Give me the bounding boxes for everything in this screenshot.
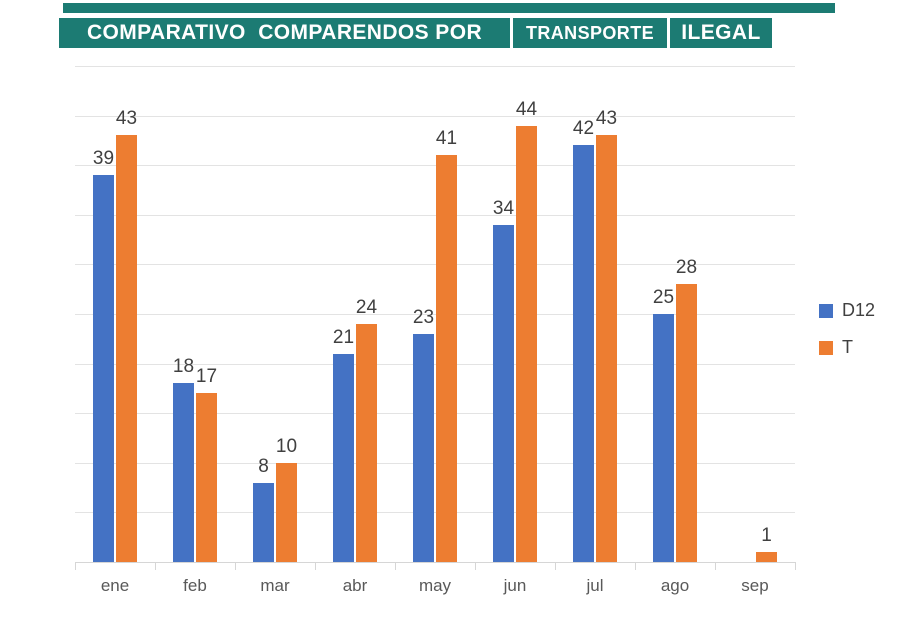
bar-d12-jun[interactable] xyxy=(493,224,514,562)
legend-item-t[interactable]: T xyxy=(819,337,875,358)
value-label-t-ago: 28 xyxy=(675,257,698,279)
gridline-10 xyxy=(75,462,795,464)
x-axis-line xyxy=(75,562,795,563)
value-label-d12-jun: 34 xyxy=(492,197,515,219)
gridline-35 xyxy=(75,214,795,216)
gridline-25 xyxy=(75,314,795,315)
category-label-ene: ene xyxy=(100,576,130,595)
title-segment-transporte[interactable]: TRANSPORTE xyxy=(513,18,667,48)
bar-d12-feb[interactable] xyxy=(173,383,194,562)
value-label-t-abr: 24 xyxy=(355,296,378,318)
gridline-40 xyxy=(75,165,795,167)
title-top-strip xyxy=(63,3,835,13)
bar-t-abr[interactable] xyxy=(356,323,377,562)
bar-d12-ene[interactable] xyxy=(93,175,114,562)
value-label-d12-feb: 18 xyxy=(172,356,195,378)
bar-t-feb[interactable] xyxy=(196,393,217,562)
x-axis-tick xyxy=(395,562,396,570)
legend-item-d12[interactable]: D12 xyxy=(819,300,875,321)
chart-title: COMPARATIVO COMPARENDOS POR TRANSPORTE I… xyxy=(59,18,772,48)
x-axis-tick xyxy=(315,562,316,570)
bar-d12-abr[interactable] xyxy=(333,353,354,562)
x-axis-tick xyxy=(155,562,156,570)
category-label-sep: sep xyxy=(741,576,769,595)
gridline-30 xyxy=(75,264,795,266)
x-axis-tick xyxy=(635,562,636,570)
value-label-d12-jul: 42 xyxy=(572,118,595,140)
title-segment-ilegal[interactable]: ILEGAL xyxy=(670,18,772,48)
bar-t-ene[interactable] xyxy=(116,135,137,562)
category-label-feb: feb xyxy=(183,576,207,595)
value-label-d12-may: 23 xyxy=(412,306,435,328)
gridline-15 xyxy=(75,413,795,415)
bar-t-may[interactable] xyxy=(436,155,457,562)
gridline-45 xyxy=(75,115,795,117)
bar-t-ago[interactable] xyxy=(676,284,697,562)
value-label-t-may: 41 xyxy=(435,128,458,150)
x-axis-tick xyxy=(715,562,716,570)
category-label-abr: abr xyxy=(342,576,368,595)
category-label-may: may xyxy=(418,576,452,595)
value-label-d12-ene: 39 xyxy=(92,148,115,170)
value-label-t-ene: 43 xyxy=(115,108,138,130)
category-label-ago: ago xyxy=(660,576,690,595)
bar-d12-mar[interactable] xyxy=(253,482,274,562)
x-axis-tick xyxy=(235,562,236,570)
value-label-d12-ago: 25 xyxy=(652,287,675,308)
bar-t-mar[interactable] xyxy=(276,462,297,562)
legend-swatch-d12 xyxy=(819,303,833,318)
gridline-50 xyxy=(75,66,795,67)
legend-label-t: T xyxy=(842,337,853,357)
value-label-t-mar: 10 xyxy=(275,435,298,457)
bar-t-sep[interactable] xyxy=(756,552,777,562)
value-label-t-jul: 43 xyxy=(595,108,618,130)
bar-t-jun[interactable] xyxy=(516,125,537,562)
value-label-t-sep: 1 xyxy=(761,525,772,547)
value-label-t-feb: 17 xyxy=(195,366,218,388)
x-axis-tick xyxy=(75,562,76,570)
value-label-t-jun: 44 xyxy=(515,98,538,120)
x-axis-tick xyxy=(555,562,556,570)
x-axis-tick xyxy=(795,562,796,570)
x-axis-tick xyxy=(475,562,476,570)
legend-label-d12: D12 xyxy=(842,300,876,320)
bar-t-jul[interactable] xyxy=(596,135,617,562)
category-label-mar: mar xyxy=(260,576,290,595)
chart-legend: D12 T xyxy=(819,300,875,358)
bar-d12-jul[interactable] xyxy=(573,145,594,562)
gridline-20 xyxy=(75,363,795,365)
bar-d12-ago[interactable] xyxy=(653,314,674,562)
bar-d12-may[interactable] xyxy=(413,333,434,562)
title-segment-comparativo-comparendos-por[interactable]: COMPARATIVO COMPARENDOS POR xyxy=(59,18,510,48)
legend-swatch-t xyxy=(819,340,833,355)
category-label-jul: jul xyxy=(586,576,604,595)
gridline-5 xyxy=(75,512,795,514)
value-label-d12-abr: 21 xyxy=(332,326,355,348)
value-label-d12-mar: 8 xyxy=(258,455,269,477)
category-label-jun: jun xyxy=(503,576,527,595)
